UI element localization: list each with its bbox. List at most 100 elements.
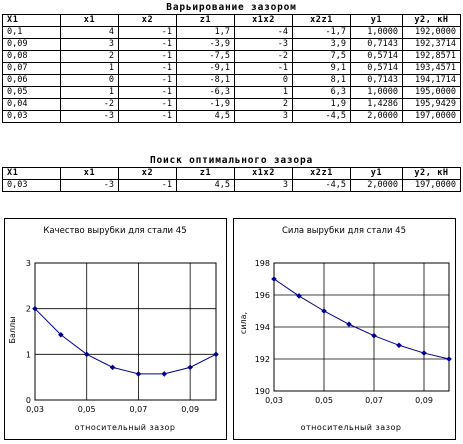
- data-point: [371, 332, 377, 339]
- data-point: [271, 276, 277, 282]
- table-cell: -1: [118, 50, 177, 63]
- data-point: [446, 356, 452, 362]
- series-line: [273, 278, 450, 360]
- table-cell: 8,1: [292, 74, 351, 87]
- x-tick-label: 0,05: [78, 405, 96, 414]
- table-cell: 4,5: [176, 110, 235, 123]
- table-cell: 0,1: [2, 26, 61, 39]
- y-tick-label: 1: [26, 350, 31, 359]
- table-cell: -3: [60, 110, 119, 123]
- table-cell: 2,0000: [350, 110, 403, 123]
- table-cell: -7,5: [176, 50, 235, 63]
- column-header: X1: [2, 14, 61, 27]
- table-cell: 1: [60, 86, 119, 99]
- column-header: x2z1: [292, 167, 351, 180]
- table-row: 0,06 0 -1 -8,1 0 8,1 0,7143 194,1714: [2, 74, 461, 87]
- table-cell: 195,0000: [402, 86, 461, 99]
- quality-chart: Качество вырубки для стали 45 0 1 2 3 0,03 0…: [8, 226, 219, 432]
- table-cell: 197,0000: [402, 179, 461, 192]
- table-cell: 0,04: [2, 98, 61, 111]
- data-point: [396, 342, 402, 349]
- data-point: [135, 371, 142, 377]
- column-header: x1: [60, 167, 119, 180]
- y-axis-label: сила,: [239, 312, 248, 334]
- x-axis-label: относительный зазор: [301, 423, 402, 432]
- column-header: z1: [176, 167, 235, 180]
- table-cell: 194,1714: [402, 74, 461, 87]
- table-cell: 2,0000: [350, 179, 403, 192]
- table-cell: -1: [118, 179, 177, 192]
- force-chart-frame: Сила вырубки для стали 45 190 192 194 196 19…: [233, 218, 456, 440]
- section-title-variation: Варьирование зазором: [166, 2, 297, 13]
- table-row: 0,09 3 -1 -3,9 -3 3,9 0,7143 192,3714: [2, 38, 461, 51]
- table-cell: -4: [234, 26, 293, 39]
- y-axis-label: Баллы: [8, 317, 17, 344]
- table-cell: 192,8571: [402, 50, 461, 63]
- table-cell: 0,07: [2, 62, 61, 75]
- column-header: z1: [176, 14, 235, 27]
- data-point: [296, 293, 302, 299]
- column-header: X1: [2, 167, 61, 180]
- table-cell: -1: [118, 62, 177, 75]
- table-header-row: X1 x1 x2 z1 x1x2 x2z1 y1 y2, кН: [2, 14, 461, 27]
- table-cell: 6,3: [292, 86, 351, 99]
- y-tick-label: 196: [255, 291, 270, 300]
- table-cell: 3: [234, 110, 293, 123]
- table-cell: 3: [234, 179, 293, 192]
- table-cell: 1: [60, 62, 119, 75]
- table-cell: 9,1: [292, 62, 351, 75]
- table-header-row: X1 x1 x2 z1 x1x2 x2z1 y1 y2, кН: [2, 167, 461, 180]
- table-cell: 192,0000: [402, 26, 461, 39]
- table-cell: -3,9: [176, 38, 235, 51]
- column-header: x1x2: [234, 14, 293, 27]
- table-cell: 1,7: [176, 26, 235, 39]
- table-cell: -2: [60, 98, 119, 111]
- optimal-table: X1 x1 x2 z1 x1x2 x2z1 y1 y2, кН 0,03 -3 -1 4,5 3 -4,5…: [2, 167, 461, 192]
- table-row: 0,03 -3 -1 4,5 3 -4,5 2,0000 197,0000: [2, 110, 461, 123]
- table-cell: 1: [234, 86, 293, 99]
- table-cell: 7,5: [292, 50, 351, 63]
- table-cell: 1,0000: [350, 86, 403, 99]
- table-cell: -1: [118, 26, 177, 39]
- x-tick-label: 0,03: [265, 396, 283, 405]
- column-header: x2: [118, 167, 177, 180]
- x-tick-label: 0,09: [415, 396, 433, 405]
- column-header: y2, кН: [402, 14, 461, 27]
- y-tick-label: 198: [255, 259, 270, 268]
- table-row: 0,03 -3 -1 4,5 3 -4,5 2,0000 197,0000: [2, 179, 461, 192]
- table-cell: -1: [118, 74, 177, 87]
- table-cell: 4,5: [176, 179, 235, 192]
- table-cell: 195,9429: [402, 98, 461, 111]
- table-cell: 0,08: [2, 50, 61, 63]
- table-cell: 0,03: [2, 179, 61, 192]
- column-header: x2z1: [292, 14, 351, 27]
- section-title-optimal: Поиск оптимального зазора: [150, 155, 313, 166]
- table-cell: 0: [234, 74, 293, 87]
- table-cell: 0: [60, 74, 119, 87]
- table-cell: -1: [234, 62, 293, 75]
- y-tick-label: 2: [26, 305, 31, 314]
- table-cell: 0,7143: [350, 38, 403, 51]
- chart-title: Качество вырубки для стали 45: [43, 226, 186, 236]
- table-cell: -8,1: [176, 74, 235, 87]
- data-point: [346, 321, 352, 328]
- table-cell: -4,5: [292, 179, 351, 192]
- table-cell: -1,7: [292, 26, 351, 39]
- column-header: x1: [60, 14, 119, 27]
- x-tick-label: 0,03: [26, 405, 44, 414]
- table-cell: 0,5714: [350, 62, 403, 75]
- table-cell: 1,4286: [350, 98, 403, 111]
- table-cell: 197,0000: [402, 110, 461, 123]
- table-cell: 4: [60, 26, 119, 39]
- table-row: 0,05 1 -1 -6,3 1 6,3 1,0000 195,0000: [2, 86, 461, 99]
- table-cell: -1,9: [176, 98, 235, 111]
- plot-area: [34, 262, 217, 401]
- column-header: x1x2: [234, 167, 293, 180]
- column-header: y1: [350, 14, 403, 27]
- table-cell: 0,05: [2, 86, 61, 99]
- table-row: 0,04 -2 -1 -1,9 2 1,9 1,4286 195,9429: [2, 98, 461, 111]
- y-tick-label: 190: [255, 387, 270, 396]
- table-cell: 2: [234, 98, 293, 111]
- chart-title: Сила вырубки для стали 45: [282, 226, 406, 236]
- data-point: [109, 364, 116, 371]
